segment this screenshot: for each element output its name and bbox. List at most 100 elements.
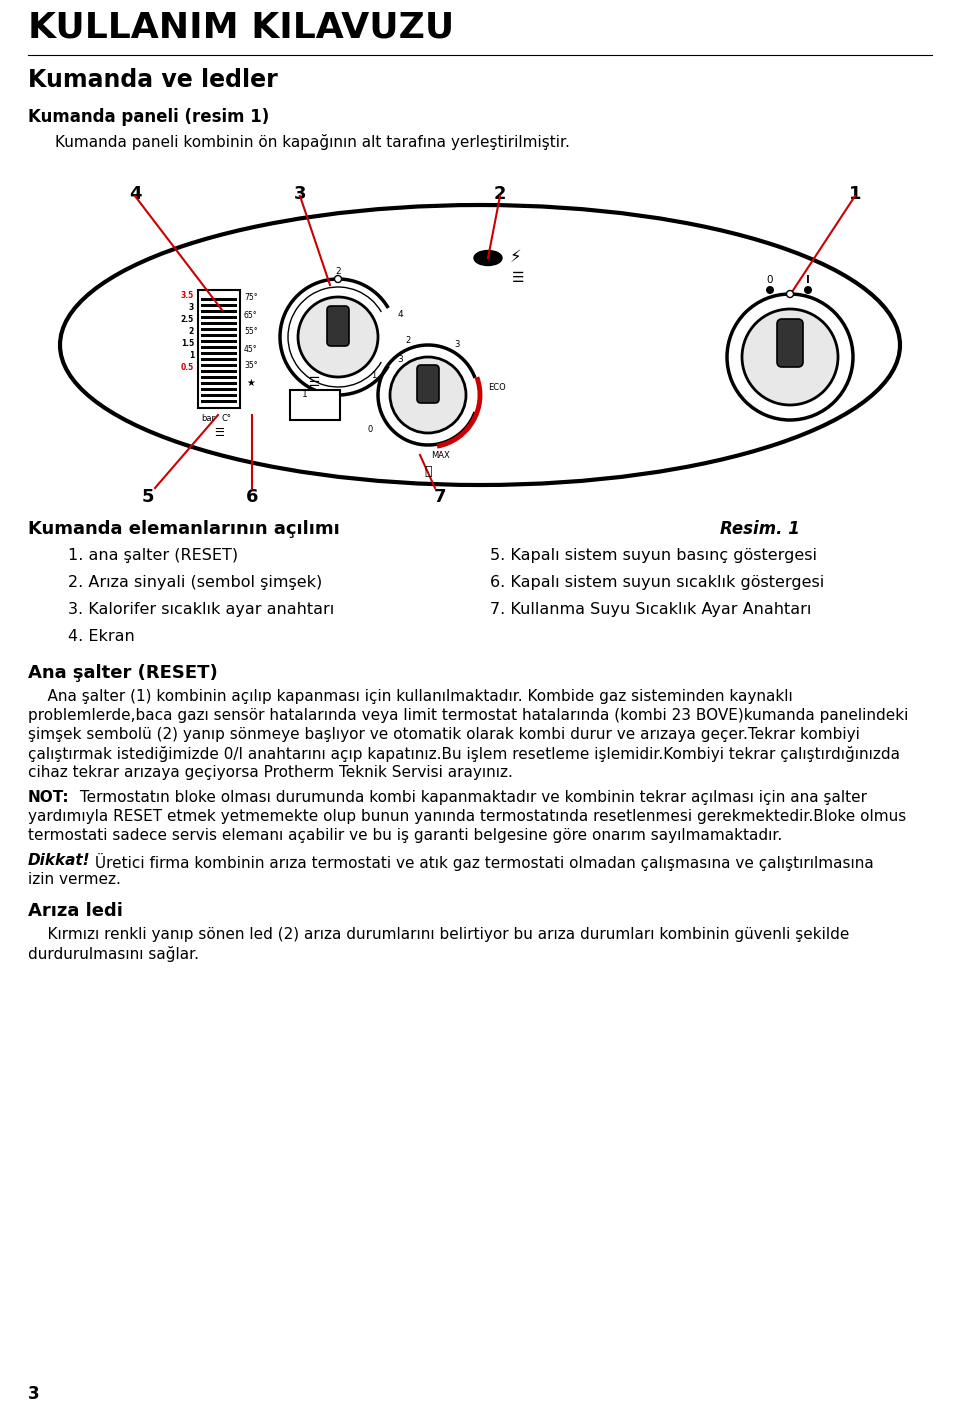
Bar bbox=[201, 400, 237, 403]
Bar bbox=[201, 310, 237, 313]
Ellipse shape bbox=[60, 205, 900, 484]
Text: Kırmızı renkli yanıp sönen led (2) arıza durumlarını belirtiyor bu arıza durumla: Kırmızı renkli yanıp sönen led (2) arıza… bbox=[28, 927, 850, 942]
Circle shape bbox=[390, 357, 466, 432]
Text: problemlerde,baca gazı sensör hatalarında veya limit termostat hatalarında (komb: problemlerde,baca gazı sensör hatalarınd… bbox=[28, 708, 908, 723]
Bar bbox=[201, 358, 237, 361]
Text: C°: C° bbox=[222, 414, 232, 423]
FancyBboxPatch shape bbox=[777, 319, 803, 366]
Text: 2.5: 2.5 bbox=[180, 316, 194, 324]
Bar bbox=[201, 345, 237, 350]
Text: 3: 3 bbox=[397, 355, 403, 364]
Text: 2: 2 bbox=[405, 336, 411, 345]
Text: 2. Arıza sinyali (sembol şimşek): 2. Arıza sinyali (sembol şimşek) bbox=[68, 576, 323, 590]
Text: ⚿: ⚿ bbox=[424, 465, 432, 477]
Text: 2: 2 bbox=[493, 185, 506, 204]
Text: cihaz tekrar arızaya geçiyorsa Protherm Teknik Servisi arayınız.: cihaz tekrar arızaya geçiyorsa Protherm … bbox=[28, 765, 513, 781]
Circle shape bbox=[298, 298, 378, 378]
Text: Arıza ledi: Arıza ledi bbox=[28, 901, 123, 920]
Bar bbox=[201, 395, 237, 397]
Text: ★: ★ bbox=[246, 378, 254, 388]
Bar bbox=[201, 298, 237, 300]
Bar bbox=[290, 390, 340, 420]
Text: durdurulmasını sağlar.: durdurulmasını sağlar. bbox=[28, 946, 199, 962]
Text: 65°: 65° bbox=[244, 310, 257, 320]
Text: Üretici firma kombinin arıza termostati ve atık gaz termostati olmadan çalışması: Üretici firma kombinin arıza termostati … bbox=[90, 854, 874, 870]
Text: ☰: ☰ bbox=[512, 271, 524, 285]
Text: 0: 0 bbox=[767, 275, 773, 285]
Text: 6: 6 bbox=[246, 489, 258, 505]
Text: izin vermez.: izin vermez. bbox=[28, 872, 121, 887]
Text: 1: 1 bbox=[189, 351, 194, 361]
Text: Termostatın bloke olması durumunda kombi kapanmaktadır ve kombinin tekrar açılma: Termostatın bloke olması durumunda kombi… bbox=[75, 790, 867, 804]
Text: 55°: 55° bbox=[244, 327, 257, 337]
Bar bbox=[201, 388, 237, 390]
Text: 1: 1 bbox=[302, 390, 308, 399]
Text: yardımıyla RESET etmek yetmemekte olup bunun yanında termostatında resetlenmesi : yardımıyla RESET etmek yetmemekte olup b… bbox=[28, 809, 906, 824]
Text: Ana şalter (1) kombinin açılıp kapanması için kullanılmaktadır. Kombide gaz sist: Ana şalter (1) kombinin açılıp kapanması… bbox=[28, 689, 793, 703]
Text: 5. Kapalı sistem suyun basınç göstergesi: 5. Kapalı sistem suyun basınç göstergesi bbox=[490, 548, 817, 563]
Bar bbox=[201, 329, 237, 331]
FancyBboxPatch shape bbox=[417, 365, 439, 403]
Text: KULLANIM KILAVUZU: KULLANIM KILAVUZU bbox=[28, 10, 454, 44]
Text: 4: 4 bbox=[129, 185, 141, 204]
Bar bbox=[201, 352, 237, 355]
Text: 75°: 75° bbox=[244, 293, 257, 302]
Text: 3: 3 bbox=[454, 340, 460, 350]
Text: 4. Ekran: 4. Ekran bbox=[68, 629, 134, 644]
Text: MAX: MAX bbox=[431, 451, 449, 459]
Circle shape bbox=[804, 286, 812, 293]
Text: termostati sadece servis elemanı açabilir ve bu iş garanti belgesine göre onarım: termostati sadece servis elemanı açabili… bbox=[28, 828, 782, 842]
Text: ☰: ☰ bbox=[309, 375, 321, 389]
Text: Kumanda paneli kombinin ön kapağının alt tarafına yerleştirilmiştir.: Kumanda paneli kombinin ön kapağının alt… bbox=[55, 133, 570, 150]
Circle shape bbox=[334, 275, 342, 282]
Text: NOT:: NOT: bbox=[28, 790, 70, 804]
Text: 3: 3 bbox=[28, 1384, 39, 1403]
Bar bbox=[198, 291, 240, 409]
Text: 3: 3 bbox=[189, 303, 194, 313]
Text: 6. Kapalı sistem suyun sıcaklık göstergesi: 6. Kapalı sistem suyun sıcaklık gösterge… bbox=[490, 576, 825, 590]
Text: ECO: ECO bbox=[488, 382, 506, 392]
Bar bbox=[201, 364, 237, 366]
Text: 35°: 35° bbox=[244, 361, 257, 371]
Text: I: I bbox=[806, 275, 810, 285]
Bar bbox=[201, 305, 237, 307]
Bar bbox=[201, 382, 237, 385]
Text: 5: 5 bbox=[142, 489, 155, 505]
Text: 0.5: 0.5 bbox=[180, 364, 194, 372]
Text: ☰: ☰ bbox=[214, 428, 224, 438]
Text: 7. Kullanma Suyu Sıcaklık Ayar Anahtarı: 7. Kullanma Suyu Sıcaklık Ayar Anahtarı bbox=[490, 602, 811, 616]
Circle shape bbox=[786, 291, 794, 298]
Ellipse shape bbox=[474, 250, 502, 265]
Text: Kumanda paneli (resim 1): Kumanda paneli (resim 1) bbox=[28, 108, 269, 126]
Text: Resim. 1: Resim. 1 bbox=[720, 519, 800, 538]
Text: 7: 7 bbox=[434, 489, 446, 505]
Text: 1.5: 1.5 bbox=[180, 340, 194, 348]
Bar bbox=[201, 322, 237, 324]
Text: 3. Kalorifer sıcaklık ayar anahtarı: 3. Kalorifer sıcaklık ayar anahtarı bbox=[68, 602, 334, 616]
Text: bar: bar bbox=[201, 414, 215, 423]
Bar bbox=[201, 334, 237, 337]
Bar bbox=[201, 371, 237, 373]
Text: 4: 4 bbox=[397, 310, 403, 319]
Text: 1. ana şalter (RESET): 1. ana şalter (RESET) bbox=[68, 548, 238, 563]
Text: şimşek sembolü (2) yanıp sönmeye başlıyor ve otomatik olarak kombi durur ve arız: şimşek sembolü (2) yanıp sönmeye başlıyo… bbox=[28, 727, 860, 741]
Text: çalıştırmak istediğimizde 0/I anahtarını açıp kapatınız.Bu işlem resetleme işlem: çalıştırmak istediğimizde 0/I anahtarını… bbox=[28, 746, 900, 762]
Text: ⚡: ⚡ bbox=[510, 249, 521, 265]
Text: 45°: 45° bbox=[244, 344, 257, 354]
Bar bbox=[201, 316, 237, 319]
Text: Kumanda ve ledler: Kumanda ve ledler bbox=[28, 67, 277, 93]
Text: 1: 1 bbox=[849, 185, 861, 204]
Bar bbox=[201, 376, 237, 379]
Text: 2: 2 bbox=[335, 267, 341, 275]
Text: 2: 2 bbox=[189, 327, 194, 337]
Circle shape bbox=[742, 309, 838, 404]
Circle shape bbox=[766, 286, 774, 293]
Text: 0: 0 bbox=[368, 425, 373, 434]
Text: Ana şalter (RESET): Ana şalter (RESET) bbox=[28, 664, 218, 682]
Text: 3: 3 bbox=[294, 185, 306, 204]
FancyBboxPatch shape bbox=[327, 306, 349, 345]
Bar bbox=[201, 340, 237, 343]
Text: Dikkat!: Dikkat! bbox=[28, 854, 90, 868]
Text: 3.5: 3.5 bbox=[180, 292, 194, 300]
Text: 1: 1 bbox=[371, 371, 376, 379]
